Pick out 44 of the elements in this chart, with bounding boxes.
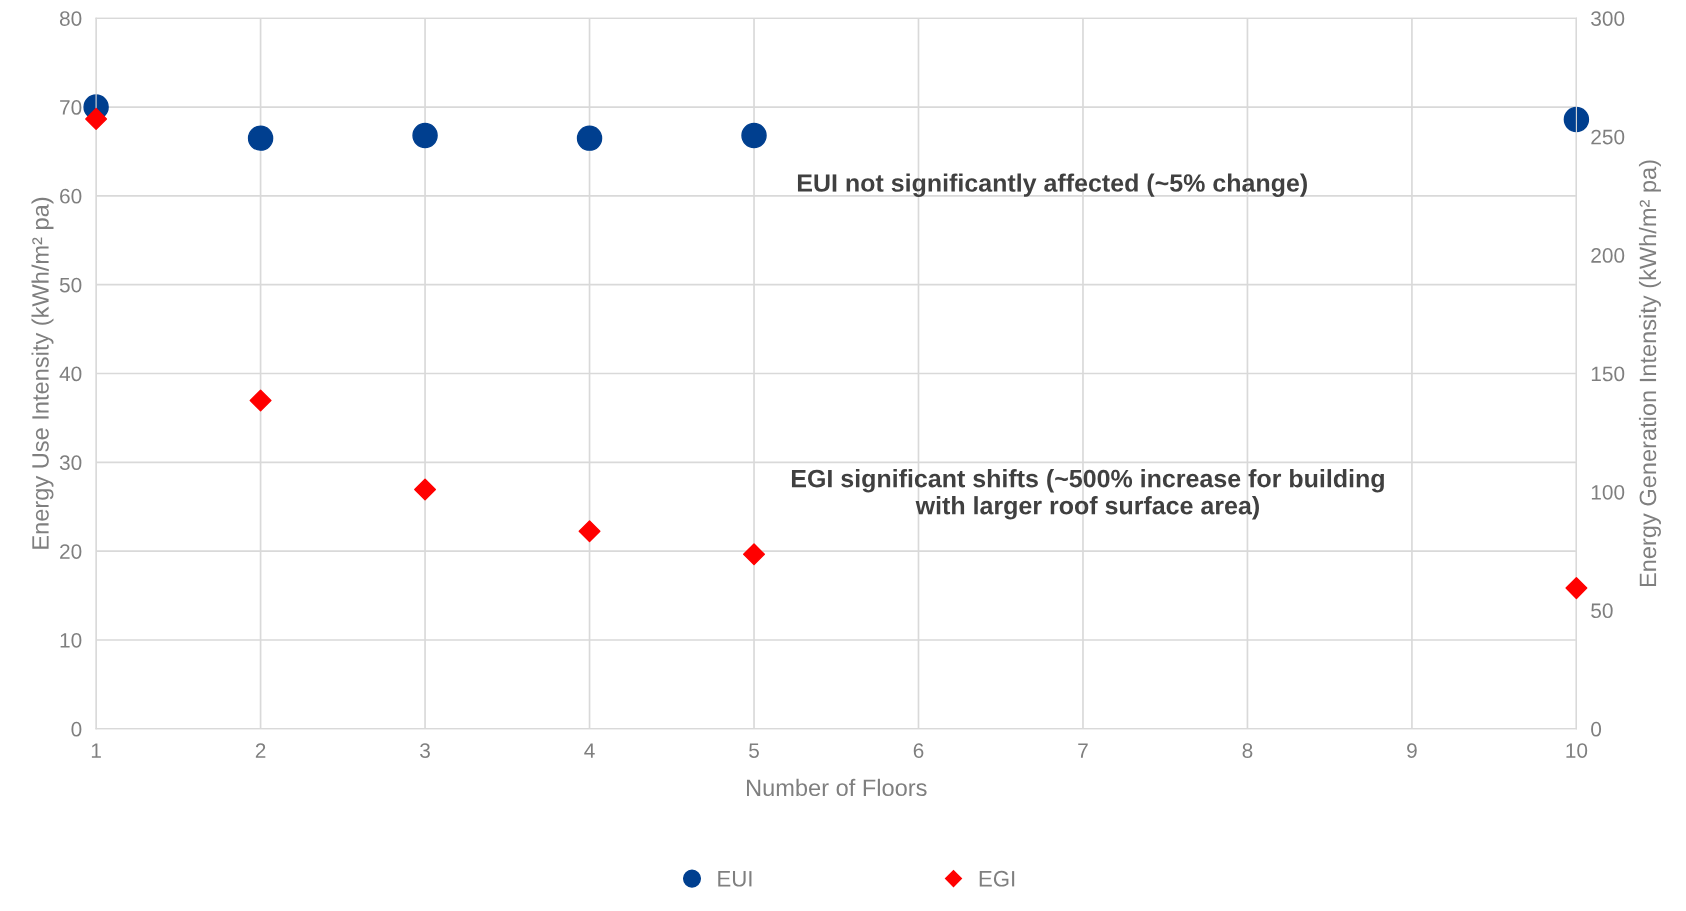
x-axis-title: Number of Floors xyxy=(747,778,927,797)
y2-tick-label: 100 xyxy=(1591,484,1625,500)
y-tick-label: 40 xyxy=(59,366,82,382)
point xyxy=(578,520,601,543)
y-tick-label: 80 xyxy=(59,11,82,26)
y2-tick-label: 300 xyxy=(1591,11,1625,26)
x-tick-label: 8 xyxy=(1242,743,1253,758)
y2-axis-title: Energy Generation Intensity (kWh/m² pa) xyxy=(1638,160,1661,587)
x-tick-label: 6 xyxy=(913,743,924,758)
x-tick-label: 5 xyxy=(749,743,759,758)
y-tick-label: 10 xyxy=(60,632,82,648)
x-tick-label: 7 xyxy=(1078,743,1088,758)
point xyxy=(247,125,274,151)
point xyxy=(1563,106,1590,133)
point xyxy=(743,543,766,566)
y2-tick-label: 250 xyxy=(1591,129,1625,145)
point xyxy=(576,125,603,151)
x-tick-label: 1 xyxy=(91,743,101,758)
point xyxy=(85,107,108,130)
legend-label: EUI xyxy=(718,871,752,887)
y-axis-title: Energy Use Intensity (kWh/m² pa) xyxy=(31,197,54,549)
x-tick-label: 4 xyxy=(584,743,595,758)
point xyxy=(412,122,438,149)
y-tick-label: 60 xyxy=(60,188,82,204)
y-tick-label: 0 xyxy=(71,721,82,737)
point xyxy=(741,122,767,149)
point xyxy=(249,389,272,412)
y-tick-label: 30 xyxy=(59,455,82,471)
point xyxy=(414,478,437,501)
point xyxy=(1565,577,1588,600)
y2-tick-label: 150 xyxy=(1591,366,1625,382)
legend-label: EGI xyxy=(979,870,1015,887)
y-tick-label: 50 xyxy=(59,277,82,293)
y-tick-label: 70 xyxy=(60,100,82,115)
x-tick-label: 3 xyxy=(420,743,430,758)
x-tick-label: 9 xyxy=(1407,743,1417,758)
y2-tick-label: 0 xyxy=(1591,721,1602,737)
annotation: EGI significant shifts (~500% increase for building with larger roof surface area) xyxy=(791,469,1384,520)
y2-tick-label: 200 xyxy=(1591,248,1625,263)
x-tick-label: 10 xyxy=(1566,743,1588,758)
annotation: EUI not significantly affected (~5% change) xyxy=(797,173,1307,197)
y2-tick-label: 50 xyxy=(1591,603,1613,619)
y-tick-label: 20 xyxy=(60,544,82,559)
x-tick-label: 2 xyxy=(255,743,266,758)
